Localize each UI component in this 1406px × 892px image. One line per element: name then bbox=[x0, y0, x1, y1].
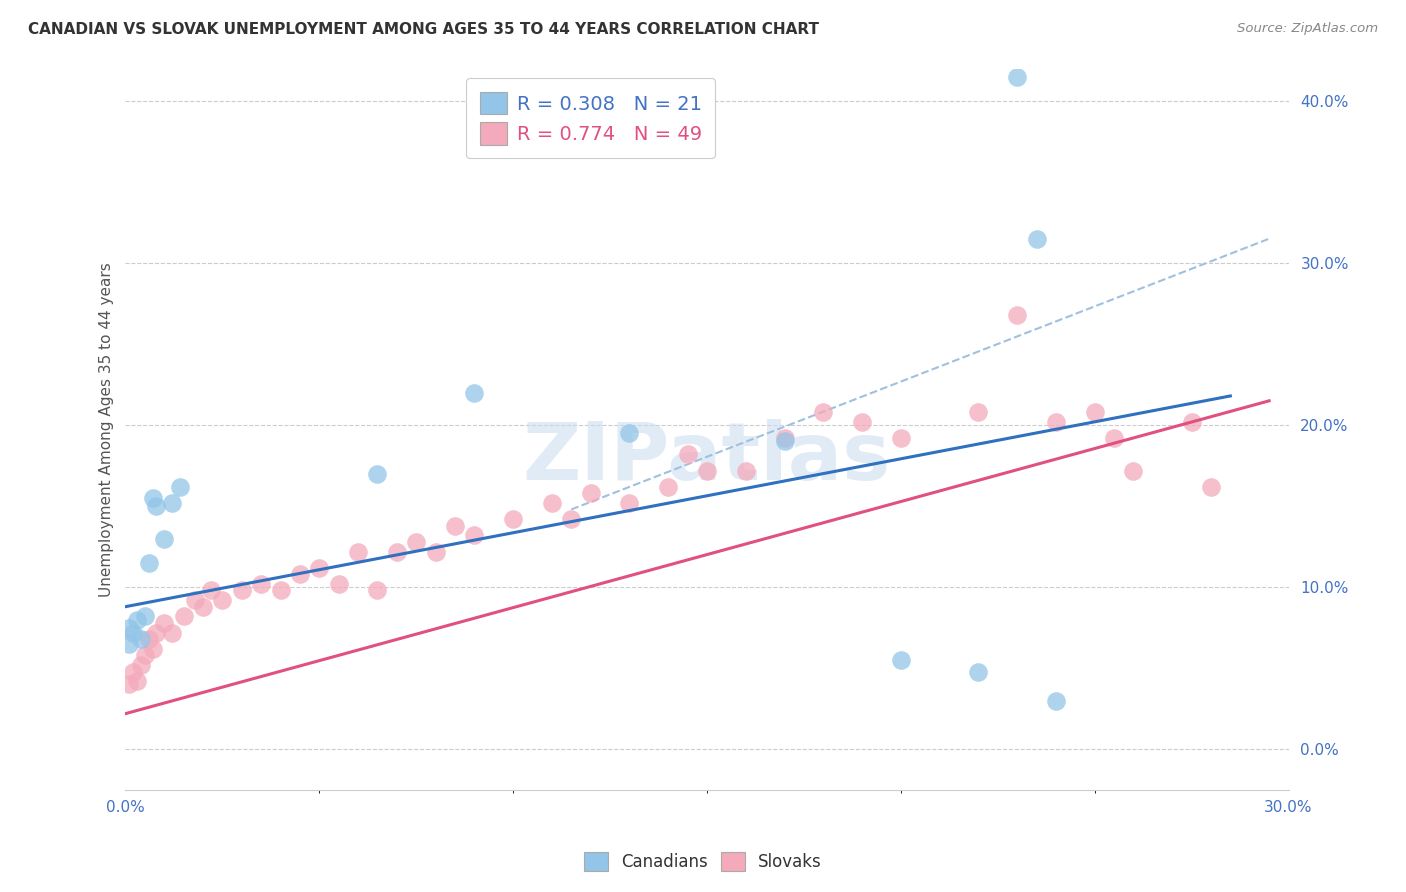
Legend: Canadians, Slovaks: Canadians, Slovaks bbox=[576, 843, 830, 880]
Point bbox=[145, 625, 167, 640]
Point bbox=[1045, 694, 1067, 708]
Point bbox=[134, 609, 156, 624]
Point bbox=[1181, 415, 1204, 429]
Point bbox=[160, 496, 183, 510]
Point bbox=[967, 665, 990, 679]
Point bbox=[122, 625, 145, 640]
Y-axis label: Unemployment Among Ages 35 to 44 years: Unemployment Among Ages 35 to 44 years bbox=[100, 262, 114, 597]
Point bbox=[169, 480, 191, 494]
Point bbox=[134, 648, 156, 663]
Point bbox=[405, 534, 427, 549]
Point bbox=[129, 632, 152, 646]
Text: Source: ZipAtlas.com: Source: ZipAtlas.com bbox=[1237, 22, 1378, 36]
Point bbox=[676, 447, 699, 461]
Point bbox=[129, 658, 152, 673]
Point bbox=[127, 613, 149, 627]
Point bbox=[425, 544, 447, 558]
Point bbox=[851, 415, 873, 429]
Point bbox=[657, 480, 679, 494]
Point bbox=[502, 512, 524, 526]
Legend: R = 0.308   N = 21, R = 0.774   N = 49: R = 0.308 N = 21, R = 0.774 N = 49 bbox=[465, 78, 716, 158]
Point bbox=[250, 577, 273, 591]
Point bbox=[773, 431, 796, 445]
Point bbox=[773, 434, 796, 449]
Point bbox=[191, 599, 214, 614]
Point bbox=[1122, 463, 1144, 477]
Point bbox=[444, 518, 467, 533]
Point bbox=[122, 665, 145, 679]
Point bbox=[1102, 431, 1125, 445]
Point bbox=[366, 583, 388, 598]
Point bbox=[347, 544, 370, 558]
Point bbox=[231, 583, 253, 598]
Point bbox=[579, 486, 602, 500]
Point bbox=[366, 467, 388, 481]
Point bbox=[1005, 70, 1028, 84]
Point bbox=[200, 583, 222, 598]
Point bbox=[463, 528, 485, 542]
Point bbox=[118, 677, 141, 691]
Point bbox=[385, 544, 408, 558]
Point bbox=[1199, 480, 1222, 494]
Point bbox=[160, 625, 183, 640]
Point bbox=[270, 583, 292, 598]
Point bbox=[288, 567, 311, 582]
Point bbox=[153, 532, 176, 546]
Point bbox=[619, 426, 641, 441]
Point bbox=[308, 561, 330, 575]
Point bbox=[1045, 415, 1067, 429]
Point bbox=[560, 512, 582, 526]
Point bbox=[145, 499, 167, 513]
Point bbox=[967, 405, 990, 419]
Point bbox=[142, 491, 165, 505]
Point bbox=[328, 577, 350, 591]
Text: ZIPatlas: ZIPatlas bbox=[523, 419, 891, 497]
Point bbox=[153, 615, 176, 630]
Point bbox=[619, 496, 641, 510]
Point bbox=[1005, 308, 1028, 322]
Point bbox=[173, 609, 195, 624]
Point bbox=[211, 593, 233, 607]
Point bbox=[142, 641, 165, 656]
Point bbox=[138, 632, 160, 646]
Point bbox=[813, 405, 835, 419]
Point bbox=[1084, 405, 1107, 419]
Point bbox=[118, 621, 141, 635]
Point bbox=[127, 674, 149, 689]
Point bbox=[696, 463, 718, 477]
Point bbox=[463, 385, 485, 400]
Point bbox=[184, 593, 207, 607]
Point bbox=[890, 653, 912, 667]
Text: CANADIAN VS SLOVAK UNEMPLOYMENT AMONG AGES 35 TO 44 YEARS CORRELATION CHART: CANADIAN VS SLOVAK UNEMPLOYMENT AMONG AG… bbox=[28, 22, 820, 37]
Point bbox=[1025, 232, 1047, 246]
Point bbox=[734, 463, 756, 477]
Point bbox=[118, 637, 141, 651]
Point bbox=[541, 496, 564, 510]
Point bbox=[138, 556, 160, 570]
Point bbox=[890, 431, 912, 445]
